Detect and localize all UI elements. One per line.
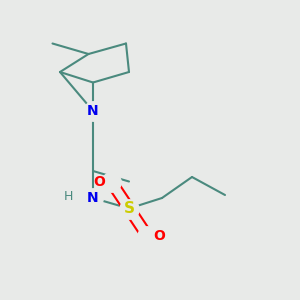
Text: H: H: [64, 190, 73, 203]
Text: N: N: [87, 191, 99, 205]
Text: S: S: [124, 201, 134, 216]
Text: O: O: [93, 175, 105, 188]
Text: N: N: [87, 104, 99, 118]
Text: O: O: [153, 229, 165, 242]
